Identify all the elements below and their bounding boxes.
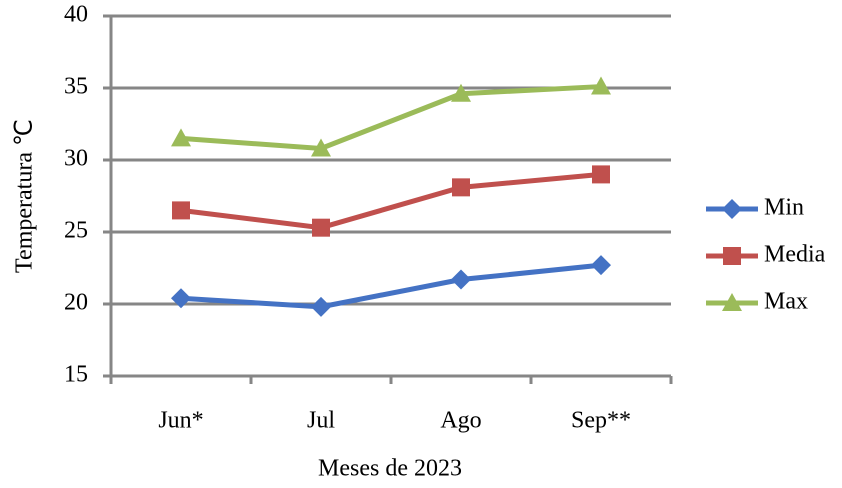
marker xyxy=(311,296,331,317)
legend-marker xyxy=(722,293,742,311)
y-tick-label: 20 xyxy=(64,290,88,316)
legend-marker xyxy=(722,199,742,219)
line xyxy=(180,262,602,310)
x-tick-label: Sep** xyxy=(571,408,631,434)
marker xyxy=(312,218,330,237)
marker xyxy=(171,128,191,147)
marker xyxy=(451,83,471,102)
marker xyxy=(452,178,470,197)
marker xyxy=(171,288,191,309)
line xyxy=(180,84,602,152)
legend-marker xyxy=(723,247,741,265)
marker xyxy=(451,269,471,290)
y-tick-label: 30 xyxy=(64,146,88,172)
line xyxy=(180,171,602,231)
y-tick-label: 35 xyxy=(64,74,88,100)
x-tick-label: Jun* xyxy=(158,408,203,434)
y-tick-label: 25 xyxy=(64,218,88,244)
marker xyxy=(591,255,611,276)
marker xyxy=(592,165,610,184)
marker xyxy=(311,138,331,157)
marker xyxy=(591,76,611,95)
x-tick-label: Ago xyxy=(440,408,481,434)
y-tick-label: 15 xyxy=(64,362,88,388)
marker xyxy=(172,201,190,220)
x-axis-label: Meses de 2023 xyxy=(318,456,462,482)
x-tick-label: Jul xyxy=(307,408,335,434)
legend-label: Media xyxy=(764,242,826,268)
y-axis-label: Temperatura ℃ xyxy=(12,119,38,273)
y-tick-label: 40 xyxy=(64,2,88,28)
legend-label: Max xyxy=(764,289,808,315)
legend-label: Min xyxy=(764,195,804,221)
